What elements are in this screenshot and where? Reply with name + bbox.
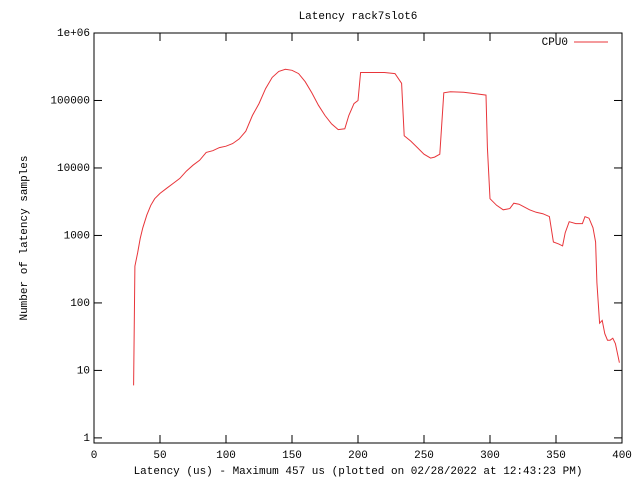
y-tick-label: 10000 [57, 163, 90, 175]
y-tick-label: 10 [77, 365, 90, 377]
x-tick-label: 350 [546, 450, 566, 462]
x-tick-label: 100 [216, 450, 236, 462]
x-tick-label: 200 [348, 450, 368, 462]
data-line [133, 68, 620, 386]
y-tick-label: 1e+06 [57, 28, 90, 40]
y-axis-label: Number of latency samples [19, 155, 31, 320]
y-tick-label: 100 [70, 298, 90, 310]
x-tick-label: 0 [91, 450, 98, 462]
chart-title: Latency rack7slot6 [299, 11, 418, 23]
x-tick-label: 250 [414, 450, 434, 462]
legend-label: CPU0 [542, 37, 568, 49]
y-tick-label: 1 [83, 433, 90, 445]
x-tick-label: 400 [612, 450, 632, 462]
y-tick-label: 1000 [64, 230, 90, 242]
x-tick-label: 50 [153, 450, 166, 462]
plot-frame [93, 32, 623, 444]
x-axis-label: Latency (us) - Maximum 457 us (plotted o… [134, 466, 583, 478]
x-tick-label: 300 [480, 450, 500, 462]
x-tick-label: 150 [282, 450, 302, 462]
y-tick-label: 100000 [50, 95, 90, 107]
